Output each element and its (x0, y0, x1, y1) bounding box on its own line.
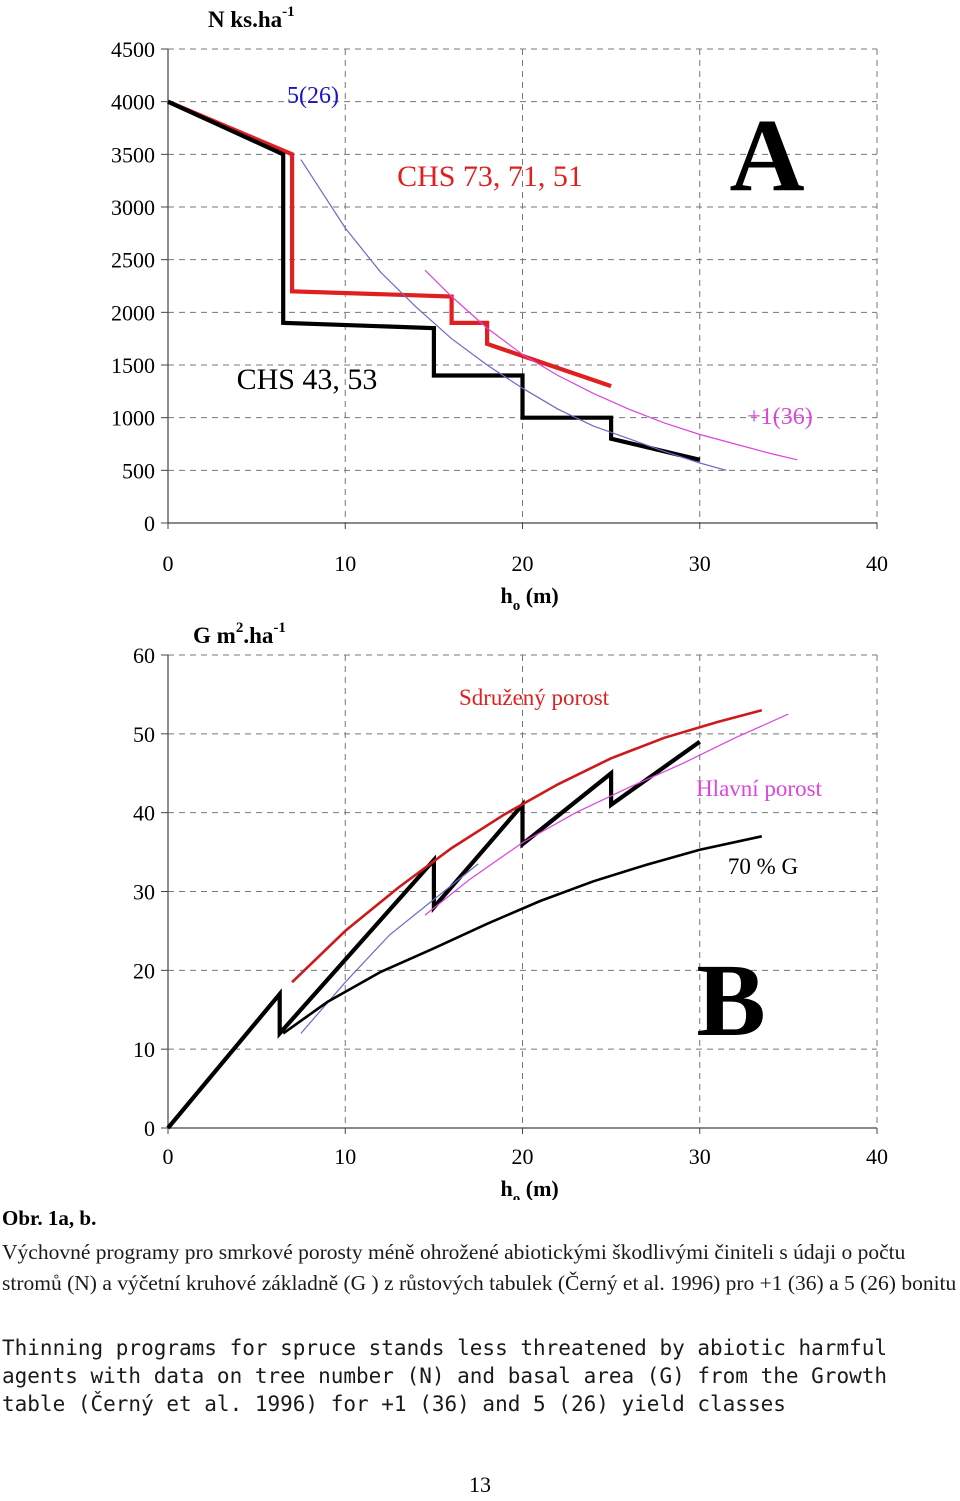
x-tick-label: 30 (689, 1144, 711, 1169)
page-number: 13 (469, 1472, 491, 1497)
series-line-5-26- (300, 159, 727, 471)
y-tick-label: 40 (133, 801, 155, 826)
y-tick-label: 0 (144, 511, 155, 536)
x-axis-label: ho (m) (501, 1176, 559, 1200)
series-line-sdru-en-porost (291, 708, 763, 984)
x-tick-label: 20 (512, 551, 534, 576)
y-tick-label: 3500 (111, 142, 155, 167)
annotation-label: Sdružený porost (459, 685, 610, 710)
x-tick-label: 0 (163, 551, 174, 576)
panel-letter: B (696, 943, 765, 1058)
y-tick-label: 1500 (111, 353, 155, 378)
series-line-70-g (282, 835, 763, 1035)
x-tick-label: 20 (512, 1144, 534, 1169)
x-tick-label: 30 (689, 551, 711, 576)
series-line--1-36- (424, 269, 798, 461)
y-tick-label: 4500 (111, 37, 155, 62)
series-line-program (166, 739, 702, 1130)
annotation-label: Hlavní porost (696, 776, 822, 801)
series-line-hlavn-porost (424, 713, 789, 916)
y-tick-label: 0 (144, 1116, 155, 1141)
series-line-chs-73-71-51 (167, 99, 612, 389)
y-tick-label: 10 (133, 1037, 155, 1062)
x-tick-label: 0 (163, 1144, 174, 1169)
y-tick-label: 500 (122, 458, 155, 483)
y-tick-label: 50 (133, 722, 155, 747)
annotation-label: 70 % G (728, 854, 798, 879)
y-axis-label: N ks.ha-1 (208, 4, 295, 32)
annotation-label: CHS 43, 53 (237, 363, 378, 396)
y-tick-label: 60 (133, 643, 155, 668)
y-tick-label: 1000 (111, 406, 155, 431)
series-line-chs-43-53 (167, 99, 701, 462)
figure-chart: 0 10 20 30 400500100015002000250030003500400… (111, 4, 888, 1200)
y-tick-label: 4000 (111, 90, 155, 115)
y-axis-label: G m2.ha-1 (193, 620, 286, 648)
annotation-label: 5(26) (287, 83, 339, 109)
x-tick-label: 40 (866, 1144, 888, 1169)
caption-czech: Výchovné programy pro smrkové porosty mé… (2, 1240, 957, 1295)
x-tick-label: 10 (334, 1144, 356, 1169)
x-tick-label: 10 (334, 551, 356, 576)
x-axis-label: ho (m) (501, 583, 559, 614)
panel-letter: A (729, 98, 804, 213)
caption-english: Thinning programs for spruce stands less… (2, 1336, 888, 1416)
annotation-label: +1(36) (747, 404, 813, 430)
y-tick-label: 2500 (111, 248, 155, 273)
annotation-label: CHS 73, 71, 51 (397, 160, 583, 193)
y-tick-label: 2000 (111, 300, 155, 325)
x-tick-label: 40 (866, 551, 888, 576)
y-tick-label: 30 (133, 880, 155, 905)
y-tick-label: 3000 (111, 195, 155, 220)
y-tick-label: 20 (133, 958, 155, 983)
figure-label: Obr. 1a, b. (2, 1206, 97, 1230)
